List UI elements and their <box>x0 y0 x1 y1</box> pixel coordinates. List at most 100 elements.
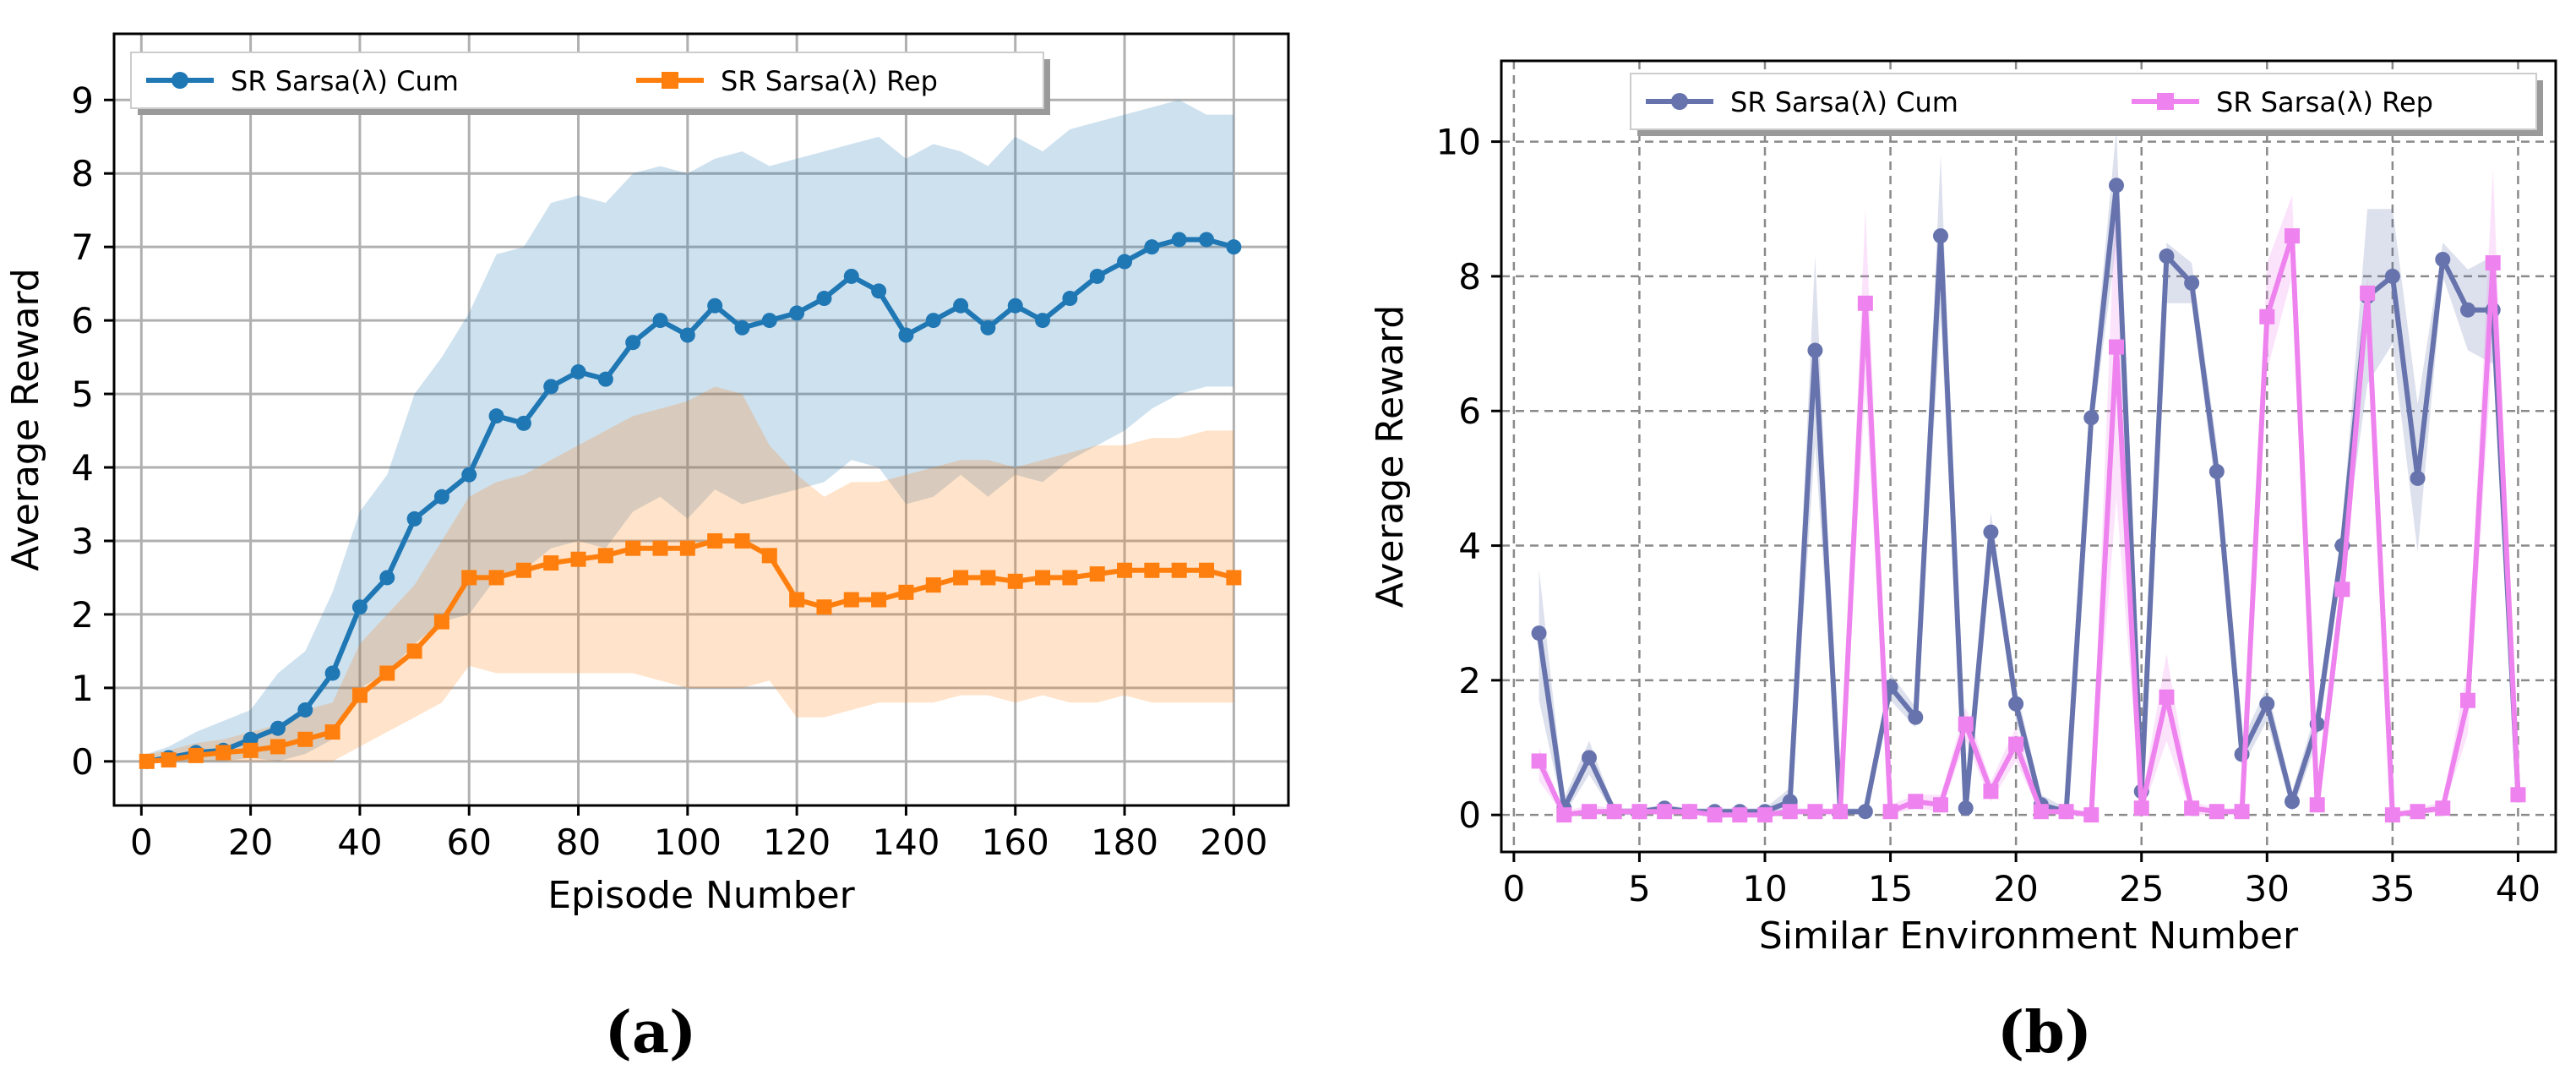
data-point <box>433 614 449 630</box>
y-axis-label: Average Reward <box>1369 305 1412 609</box>
data-point <box>871 283 887 299</box>
data-point <box>2109 339 2124 355</box>
data-point <box>2058 804 2074 820</box>
data-point <box>2083 410 2099 426</box>
x-tick-label: 10 <box>1742 868 1787 909</box>
data-point <box>188 747 204 763</box>
data-point <box>843 268 859 284</box>
x-tick-label: 120 <box>763 822 831 863</box>
data-point <box>816 599 832 615</box>
data-point <box>707 298 723 314</box>
legend-label: SR Sarsa(λ) Rep <box>2216 86 2433 118</box>
y-tick-label: 4 <box>71 447 94 489</box>
data-point <box>1035 313 1051 329</box>
data-point <box>1062 570 1078 586</box>
confidence-band-cum <box>146 100 1234 762</box>
data-point <box>1226 570 1242 586</box>
data-point <box>2109 177 2124 194</box>
data-point <box>2083 807 2099 823</box>
data-point <box>1908 794 1924 810</box>
data-point <box>761 313 777 329</box>
data-point <box>2384 268 2400 284</box>
data-point <box>324 724 340 740</box>
data-point <box>1556 807 1572 823</box>
y-tick-label: 0 <box>71 741 94 783</box>
data-point <box>2410 804 2426 820</box>
legend-label: SR Sarsa(λ) Cum <box>231 65 459 97</box>
data-point <box>2384 807 2400 823</box>
data-point <box>1531 625 1547 642</box>
data-point <box>1732 807 1748 823</box>
data-point <box>570 551 586 567</box>
data-point <box>2309 797 2325 813</box>
data-point <box>1983 524 1999 540</box>
y-axis-label: Average Reward <box>4 268 47 571</box>
data-point <box>1582 750 1597 766</box>
x-tick-label: 0 <box>1502 868 1525 909</box>
data-point <box>734 319 750 336</box>
series-line-rep <box>1536 233 2521 818</box>
data-point <box>2259 308 2275 325</box>
data-point <box>515 415 531 431</box>
x-tick-label: 180 <box>1091 822 1158 863</box>
data-point <box>2410 470 2426 486</box>
legend-marker <box>662 72 678 89</box>
y-tick-label: 4 <box>1458 526 1481 567</box>
data-point <box>1171 232 1187 248</box>
data-point <box>652 313 668 329</box>
data-point <box>652 540 668 556</box>
panel-a-chart: 0 20 40 60 80 100 120 140 160 180 200 0 1 2 3 4 5 6 7 8 9 SR … <box>4 32 1290 1067</box>
data-point <box>953 570 969 586</box>
data-point <box>543 555 559 571</box>
data-point <box>1933 228 1948 244</box>
data-point <box>2285 794 2300 810</box>
data-point <box>1144 239 1160 255</box>
data-point <box>2435 251 2451 267</box>
data-point <box>1171 562 1187 578</box>
y-tick-label: 10 <box>1436 122 1481 163</box>
x-tick-label: 15 <box>1868 868 1913 909</box>
data-point <box>270 720 286 736</box>
data-point <box>2510 787 2526 803</box>
data-point <box>789 592 805 608</box>
data-point <box>2460 302 2475 318</box>
y-tick-label: 5 <box>71 374 94 415</box>
data-point <box>980 319 996 336</box>
data-point <box>1757 807 1773 823</box>
data-point <box>1089 566 1105 582</box>
data-point <box>1226 239 1242 255</box>
data-point <box>297 731 313 747</box>
data-point <box>843 592 859 608</box>
data-point <box>2360 285 2376 301</box>
subfigure-label: (b) <box>1997 999 2092 1067</box>
legend-marker <box>1671 93 1688 110</box>
data-point <box>625 335 641 351</box>
plot-frame <box>1500 59 2557 854</box>
x-tick-label: 40 <box>2496 868 2541 909</box>
confidence-band-cum <box>1539 128 2519 816</box>
data-point <box>1007 298 1023 314</box>
data-point <box>2208 463 2225 479</box>
data-point <box>2485 254 2501 270</box>
data-point <box>597 371 613 387</box>
data-point <box>707 532 723 549</box>
x-tick-label: 40 <box>337 822 382 863</box>
x-tick-label: 20 <box>1993 868 2038 909</box>
x-axis-label: Similar Environment Number <box>1759 914 2299 958</box>
data-point <box>379 570 395 586</box>
confidence-band-rep <box>1539 168 2519 816</box>
data-point <box>734 532 750 549</box>
data-point <box>1531 753 1547 769</box>
data-point <box>761 548 777 564</box>
data-point <box>2435 800 2451 816</box>
data-point <box>379 665 395 681</box>
data-point <box>1958 800 1974 816</box>
y-tick-label: 9 <box>71 79 94 121</box>
legend-label: SR Sarsa(λ) Rep <box>721 65 938 97</box>
data-point <box>215 745 231 761</box>
data-point <box>2334 581 2350 598</box>
y-tick-label: 6 <box>71 300 94 341</box>
y-tick-label: 7 <box>71 227 94 268</box>
data-point <box>953 298 969 314</box>
x-tick-label: 20 <box>228 822 273 863</box>
